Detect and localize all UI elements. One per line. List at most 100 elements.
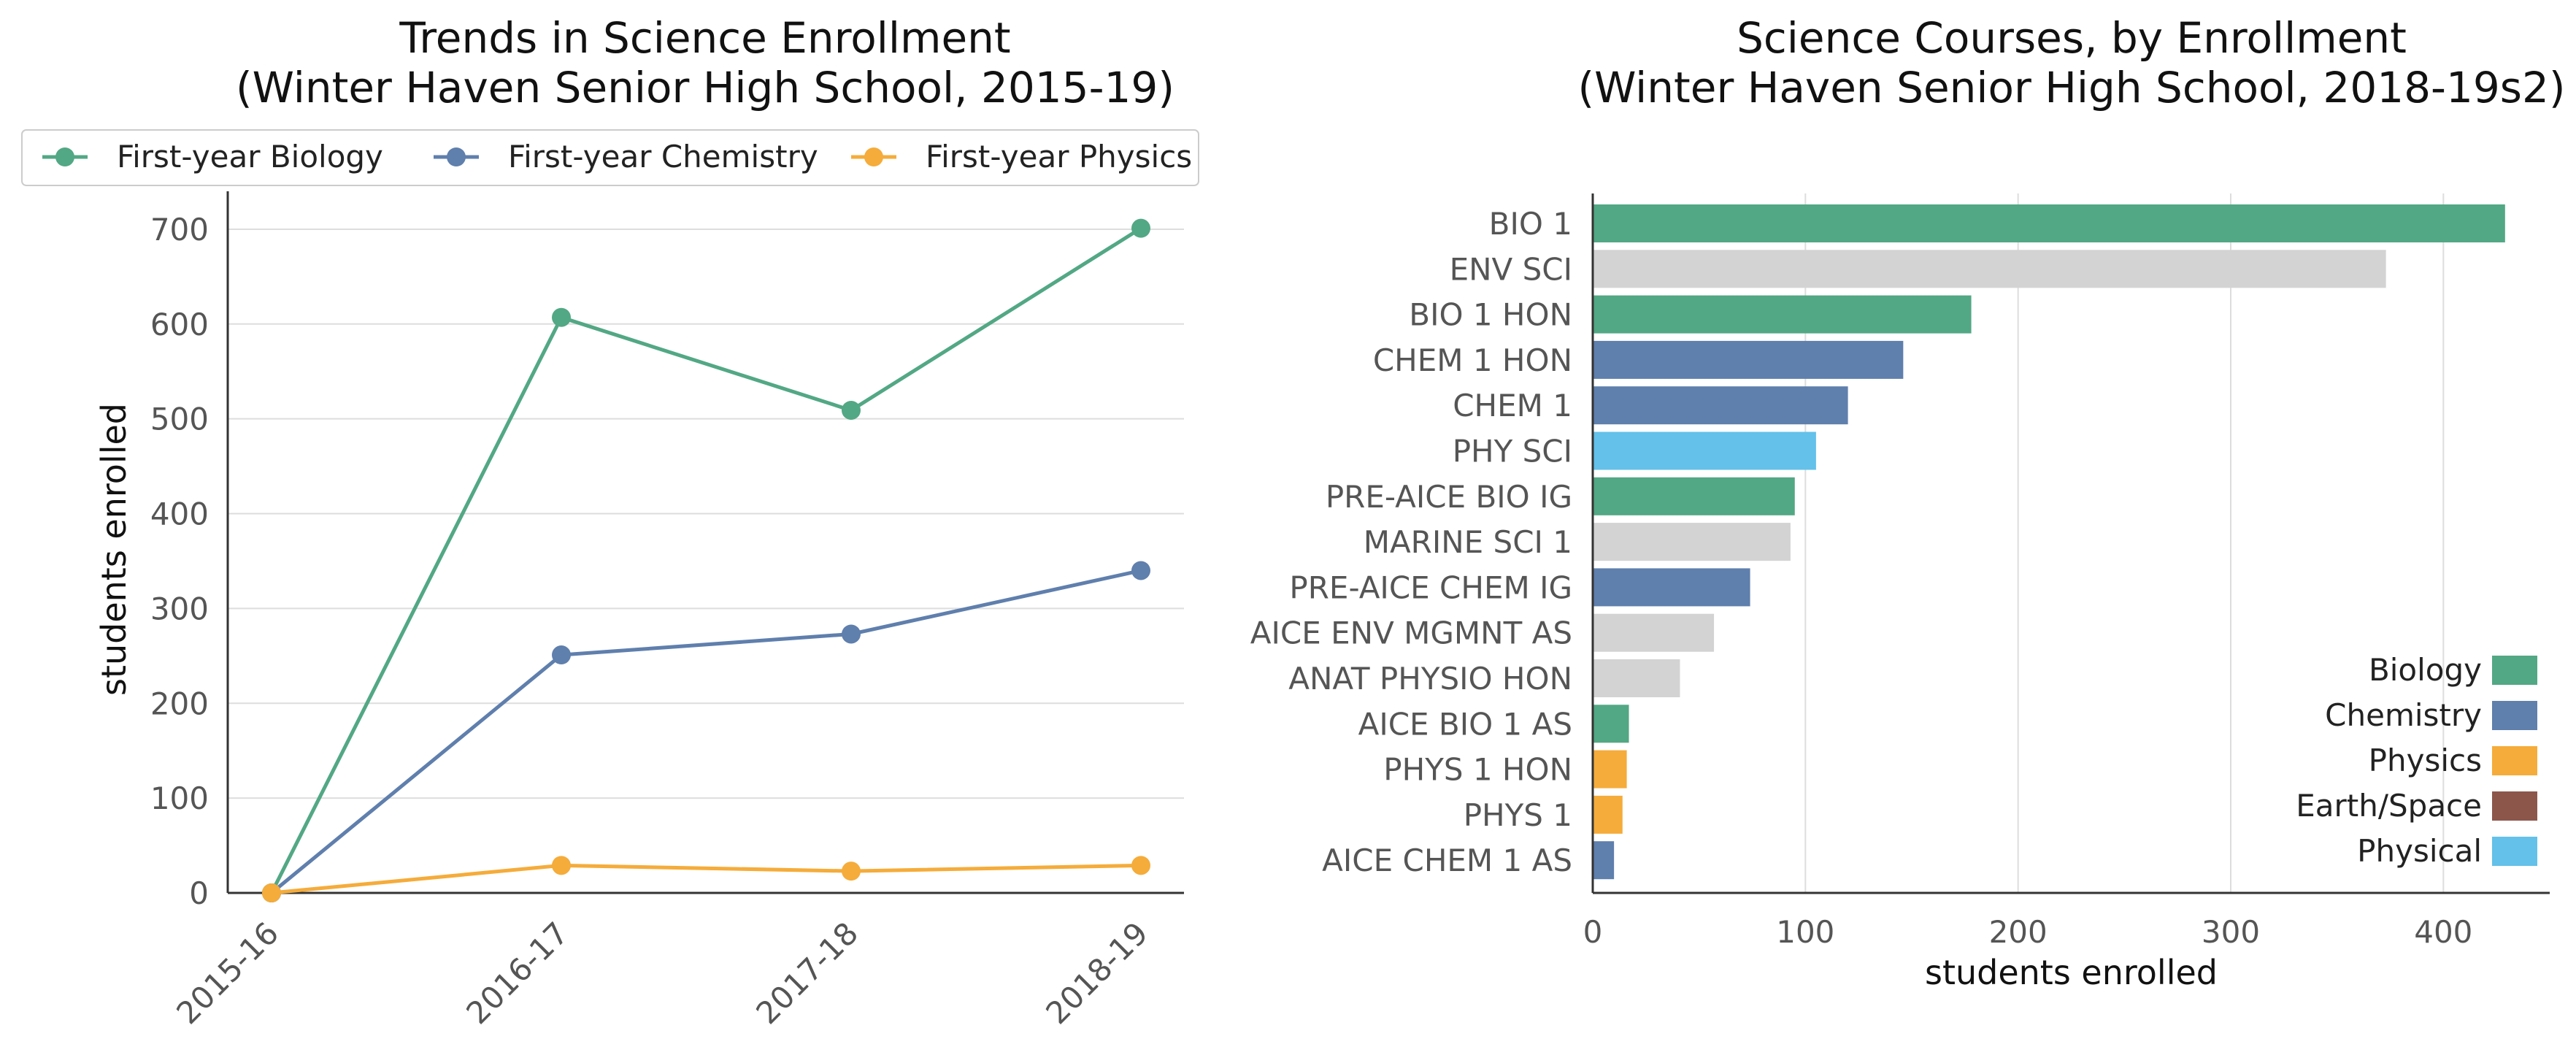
line-chart-x-tick-labels: 2015-16 2016-17 2017-18 2018-19 [169,915,1155,1031]
data-point [1131,218,1150,238]
legend-frame [21,129,1199,186]
category-label: PRE-AICE CHEM IG [1289,569,1572,605]
line-chart-gridlines [228,228,1184,799]
legend-label: First-year Biology [117,139,383,174]
bar-chart-x-axis-label: students enrolled [1925,953,2218,992]
line-chart-y-tick-labels: 0 100 200 300 400 500 600 700 [150,212,209,911]
y-tick-label: 0 [189,875,209,911]
legend-swatch [2492,656,2537,685]
series-line [269,226,1142,894]
y-tick-label: 700 [150,212,209,248]
legend-item: Biology [2369,652,2537,688]
x-tick-label: 2018-19 [1039,915,1155,1031]
bar-chart-bars [1593,204,2505,880]
line-chart-title: Trends in Science Enrollment (Winter Have… [236,13,1174,112]
legend-item: First-year Biology [42,139,383,174]
y-tick-label: 300 [150,591,209,626]
legend-swatch [2492,791,2537,821]
line-chart-axes [226,191,1184,894]
data-point [1131,856,1150,875]
x-tick-label: 2017-18 [749,915,865,1031]
y-tick-label: 200 [150,686,209,721]
bar [1593,340,1904,379]
bar [1593,477,1795,515]
title-line: Trends in Science Enrollment [399,13,1010,63]
data-point [552,856,571,875]
category-label: CHEM 1 [1453,388,1572,423]
series-physics [262,856,1150,902]
x-tick-label: 200 [1989,914,2048,950]
bar [1593,705,1629,743]
legend-item: Chemistry [2325,697,2537,733]
line-chart: Trends in Science Enrollment (Winter Have… [21,13,1199,1031]
bar [1593,523,1791,561]
data-point [552,645,571,665]
bar-chart-title: Science Courses, by Enrollment (Winter Ha… [1577,13,2565,112]
series-line [271,863,1142,895]
series-chemistry [262,561,1150,902]
y-tick-label: 500 [150,402,209,437]
category-label: PHYS 1 [1464,797,1572,833]
legend-marker [447,147,466,166]
legend-label: Biology [2369,652,2482,688]
bar [1593,431,1816,470]
bar-chart: Science Courses, by Enrollment (Winter Ha… [1250,13,2566,992]
category-label: AICE BIO 1 AS [1358,706,1572,742]
x-tick-label: 400 [2414,914,2472,950]
series-biology [262,218,1150,902]
x-tick-label: 0 [1583,914,1603,950]
line-chart-series [262,218,1150,902]
title-line: Science Courses, by Enrollment [1737,13,2407,63]
bar [1593,295,1972,334]
legend-swatch [2492,701,2537,730]
legend-label: Physics [2369,743,2482,778]
category-label: BIO 1 [1489,206,1572,242]
title-line: (Winter Haven Senior High School, 2018-1… [1577,63,2565,112]
category-label: MARINE SCI 1 [1364,524,1572,560]
data-point [842,862,861,881]
legend-label: First-year Chemistry [508,139,818,174]
bar [1593,750,1627,789]
category-label: BIO 1 HON [1409,297,1572,333]
legend-item: Physics [2369,743,2537,778]
series-line [270,569,1142,894]
line-chart-legend: First-year Biology First-year Chemistry Fi… [21,129,1199,186]
x-tick-label: 2016-17 [459,915,575,1031]
category-label: ENV SCI [1450,251,1572,287]
bar [1593,568,1750,607]
bar-chart-axes [1591,193,2550,894]
bar-chart-legend: Biology Chemistry Physics Earth/Space Physic… [2296,652,2537,869]
x-tick-label: 100 [1776,914,1834,950]
y-tick-label: 100 [150,780,209,816]
bar [1593,659,1680,697]
bar [1593,613,1715,652]
category-label: ANAT PHYSIO HON [1288,661,1572,697]
category-label: PHY SCI [1453,434,1572,469]
legend-marker [55,147,74,166]
legend-label: Chemistry [2325,697,2482,733]
legend-item: First-year Chemistry [434,139,818,174]
bar [1593,841,1615,880]
category-label: PRE-AICE BIO IG [1326,479,1572,515]
legend-swatch [2492,837,2537,866]
x-tick-label: 300 [2202,914,2260,950]
category-label: AICE CHEM 1 AS [1322,843,1572,878]
data-point [842,624,861,644]
data-point [1131,561,1150,580]
data-point [262,883,281,902]
category-label: AICE ENV MGMNT AS [1250,615,1572,651]
category-label: PHYS 1 HON [1383,752,1572,788]
bar [1593,204,2505,242]
data-point [552,307,571,327]
bar-chart-x-tick-labels: 0 100 200 300 400 [1583,914,2473,950]
x-tick-label: 2015-16 [169,915,285,1031]
y-tick-label: 400 [150,496,209,532]
title-line: (Winter Haven Senior High School, 2015-1… [236,63,1174,112]
legend-item: Physical [2357,833,2537,869]
legend-swatch [2492,746,2537,775]
bar-chart-category-labels: BIO 1 ENV SCI BIO 1 HON CHEM 1 HON CHEM 1 PHY… [1250,206,1572,878]
legend-label: Physical [2357,833,2482,869]
bar [1593,250,2386,288]
line-chart-y-axis-label: students enrolled [94,403,134,696]
